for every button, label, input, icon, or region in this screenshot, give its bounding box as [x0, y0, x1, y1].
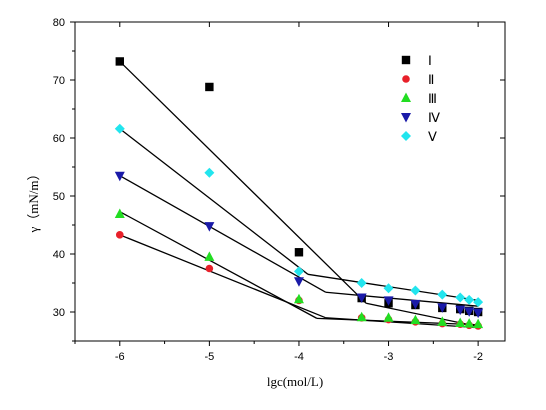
data-point-series-4	[473, 308, 484, 319]
data-point-series-3	[410, 314, 421, 325]
legend-marker	[401, 92, 411, 102]
fit-lines	[119, 60, 479, 329]
legend-marker	[401, 55, 411, 65]
data-point-series-1	[205, 82, 214, 92]
data-point-series-3	[356, 311, 367, 322]
data-point-series-4	[114, 171, 125, 182]
fit-line	[316, 317, 479, 326]
data-point-series-5	[293, 266, 304, 277]
y-tick-label: 30	[53, 307, 65, 319]
legend-label: Ⅳ	[428, 110, 440, 125]
x-tick-label: -3	[384, 351, 394, 363]
y-tick-label: 50	[53, 191, 65, 203]
legend: Ⅰ Ⅱ Ⅲ Ⅳ Ⅴ	[401, 53, 440, 144]
fit-line	[119, 234, 327, 319]
fit-line	[119, 60, 367, 304]
data-point-series-5	[473, 297, 484, 308]
y-tick-label: 60	[53, 133, 65, 145]
data-point-series-3	[437, 316, 448, 326]
y-tick-label: 70	[53, 75, 65, 87]
fit-line	[119, 128, 309, 275]
x-axis-title: lgc(mol/L)	[267, 374, 323, 389]
data-point-series-4	[356, 293, 367, 303]
data-point-series-2	[205, 264, 214, 273]
plot-frame	[74, 21, 506, 342]
data-point-series-3	[293, 293, 304, 304]
data-point-series-4	[383, 296, 394, 306]
data-point-series-5	[204, 167, 215, 178]
data-point-series-3	[455, 317, 466, 328]
y-axis-title: γ（mN/m）	[26, 168, 41, 234]
fit-line	[325, 291, 479, 307]
data-point-series-5	[410, 285, 421, 296]
legend-label: Ⅲ	[428, 91, 437, 106]
data-point-series-5	[455, 292, 466, 303]
x-tick-label: -6	[115, 351, 125, 363]
legend-label: Ⅱ	[428, 72, 434, 87]
legend-label: Ⅴ	[428, 129, 437, 144]
fit-line	[307, 273, 479, 302]
x-tick-label: -2	[473, 351, 483, 363]
data-point-series-3	[464, 318, 475, 328]
y-tick-label: 40	[53, 249, 65, 261]
data-point-series-3	[114, 208, 125, 218]
data-point-series-3	[204, 251, 215, 261]
fit-line	[119, 211, 318, 319]
legend-marker	[401, 113, 411, 123]
data-point-series-4	[455, 305, 466, 316]
data-point-series-5	[356, 278, 367, 288]
data-point-series-2	[115, 231, 124, 239]
x-tick-label: -5	[204, 351, 214, 363]
data-point-series-3	[383, 312, 394, 322]
data-point-series-4	[464, 307, 475, 317]
data-point-series-1	[115, 57, 124, 66]
data-point-series-4	[437, 303, 448, 313]
fit-line	[119, 175, 327, 293]
legend-label: Ⅰ	[428, 53, 432, 68]
data-points	[114, 57, 484, 330]
data-point-series-3	[473, 318, 484, 329]
legend-marker	[402, 75, 410, 83]
data-point-series-5	[114, 123, 125, 134]
legend-marker	[401, 131, 411, 141]
y-tick-label: 80	[53, 17, 65, 29]
data-point-series-4	[293, 277, 304, 287]
data-point-series-4	[204, 222, 215, 232]
data-point-series-5	[383, 283, 394, 294]
data-point-series-5	[464, 294, 475, 305]
data-point-series-1	[294, 248, 304, 257]
x-tick-label: -4	[294, 351, 304, 363]
axes: -6 -5 -4 -3 -2 30 40 50 60 70 80	[53, 17, 506, 363]
data-point-series-4	[410, 299, 421, 310]
data-point-series-5	[437, 289, 448, 300]
